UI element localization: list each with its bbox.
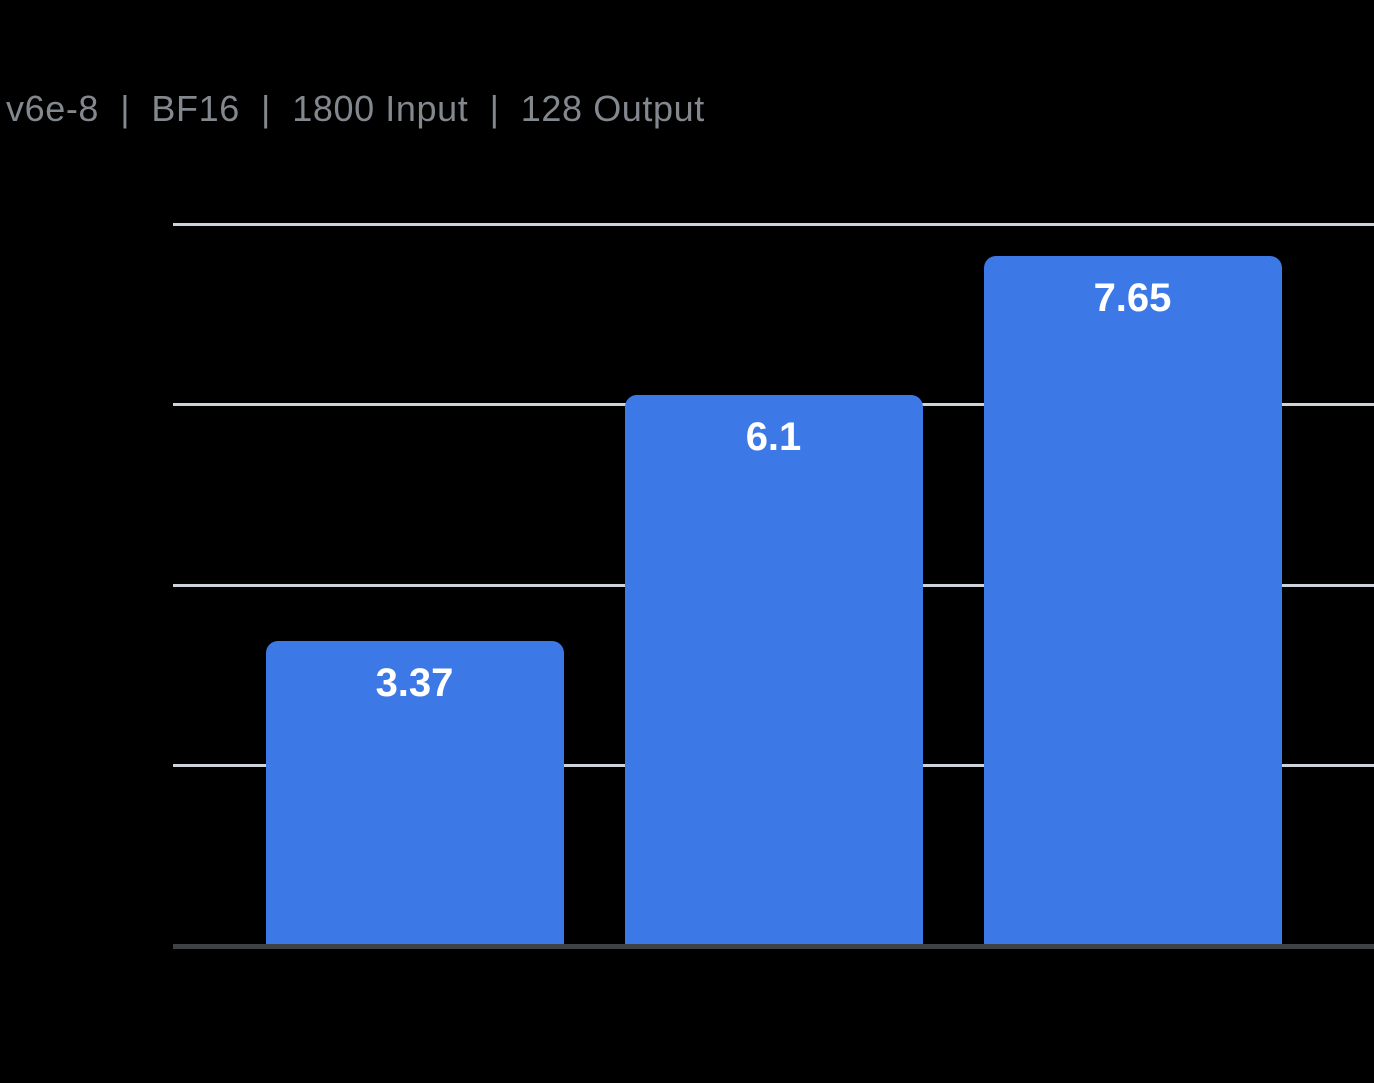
chart-title: v6e-8 | BF16 | 1800 Input | 128 Output (6, 88, 705, 129)
bar: 3.37 (265, 641, 564, 945)
bar-value-label: 6.1 (745, 415, 802, 460)
bar-value-label: 3.37 (375, 661, 454, 706)
gridline (173, 223, 1374, 226)
x-axis-line (173, 944, 1374, 949)
bar: 6.1 (624, 395, 923, 945)
bar-value-label: 7.65 (1093, 275, 1172, 320)
plot-area: 3.37 6.1 7.65 (173, 223, 1374, 949)
bar: 7.65 (983, 255, 1282, 945)
bars-container: 3.37 6.1 7.65 (173, 224, 1374, 945)
